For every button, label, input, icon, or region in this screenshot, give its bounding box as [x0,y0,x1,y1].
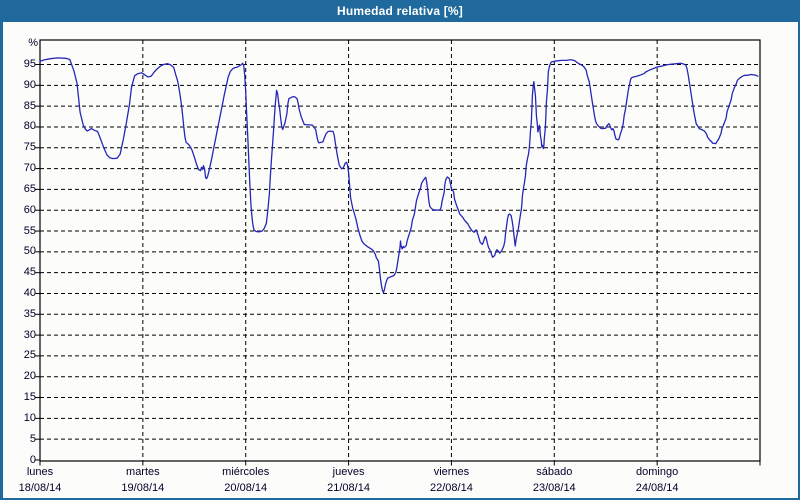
y-tick-label: 60 [23,203,36,216]
day-date-label: 21/08/14 [327,482,370,494]
y-tick-label: 75 [23,141,36,154]
y-tick-label: 95 [23,58,36,70]
day-date-label: 24/08/14 [635,482,679,494]
day-name-label: domingo [636,466,679,478]
day-name-label: lunes [26,466,54,478]
y-tick-label: 70 [23,162,36,175]
y-tick-label: 0 [29,453,36,466]
y-tick-label: 30 [23,328,36,341]
day-date-label: 19/08/14 [121,482,165,494]
y-tick-label: 65 [23,182,36,195]
chart-title: Humedad relativa [%] [336,4,464,18]
day-date-label: 23/08/14 [532,482,576,494]
y-axis-unit-label: % [28,37,38,49]
y-tick-label: 55 [23,224,36,237]
y-tick-label: 50 [23,245,36,258]
day-name-label: sábado [536,466,573,478]
y-tick-label: 90 [23,78,36,91]
y-tick-label: 45 [23,266,36,279]
y-tick-label: 40 [23,286,36,299]
day-name-label: jueves [332,466,365,478]
y-tick-label: 85 [23,99,36,112]
y-tick-label: 10 [23,411,36,424]
y-tick-label: 20 [23,370,36,383]
chart-background [3,22,798,498]
day-date-label: 18/08/14 [18,482,62,494]
y-tick-label: 80 [23,120,36,133]
day-name-label: martes [126,466,160,478]
y-tick-label: 25 [23,349,36,362]
day-date-label: 20/08/14 [224,482,268,494]
day-name-label: viernes [433,466,470,478]
y-tick-label: 35 [23,307,36,320]
day-date-label: 22/08/14 [430,482,473,494]
y-tick-label: 15 [23,391,36,404]
title-bar: Humedad relativa [%] [0,0,800,22]
y-tick-label: 5 [29,432,36,445]
day-name-label: miércoles [222,466,270,478]
